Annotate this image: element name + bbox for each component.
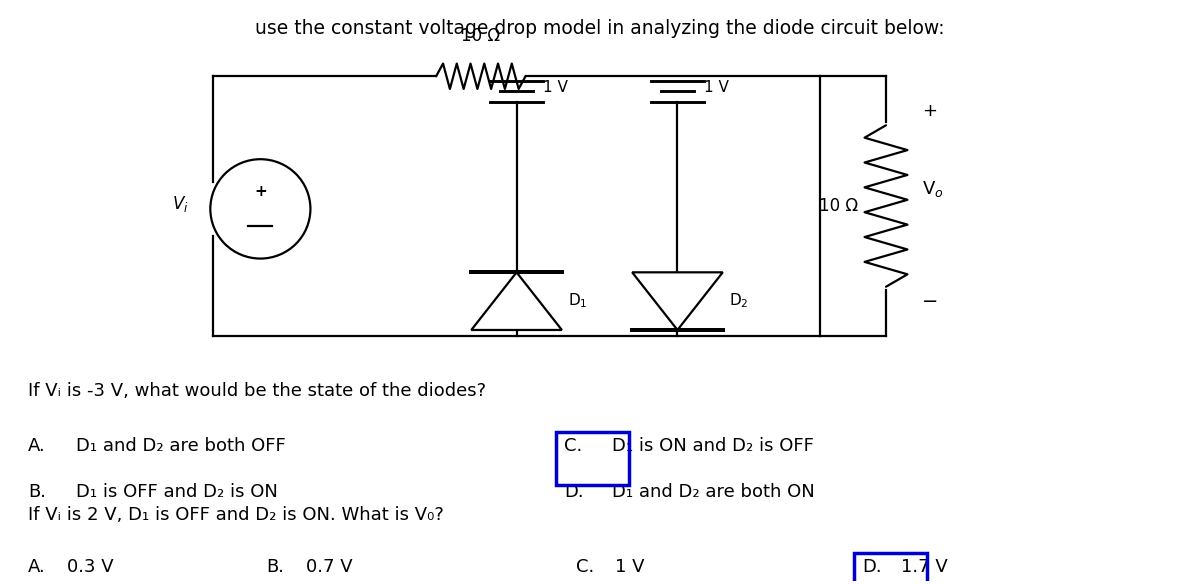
Text: A.: A. (28, 436, 46, 455)
Text: use the constant voltage drop model in analyzing the diode circuit below:: use the constant voltage drop model in a… (256, 19, 944, 37)
Text: D$_1$: D$_1$ (568, 292, 588, 311)
Text: C.: C. (576, 558, 594, 576)
Polygon shape (472, 272, 562, 330)
Text: 1 V: 1 V (703, 80, 728, 95)
Text: D₁ and D₂ are both OFF: D₁ and D₂ are both OFF (76, 436, 286, 455)
Text: D.: D. (564, 483, 584, 501)
Text: D₁ and D₂ are both ON: D₁ and D₂ are both ON (612, 483, 815, 501)
Text: +: + (922, 102, 937, 120)
Text: 10 Ω: 10 Ω (820, 197, 858, 215)
Text: If Vᵢ is 2 V, D₁ is OFF and D₂ is ON. What is V₀?: If Vᵢ is 2 V, D₁ is OFF and D₂ is ON. Wh… (28, 506, 444, 524)
Text: −: − (922, 292, 938, 311)
Text: 0.7 V: 0.7 V (306, 558, 353, 576)
Text: If Vᵢ is -3 V, what would be the state of the diodes?: If Vᵢ is -3 V, what would be the state o… (28, 382, 486, 400)
Polygon shape (632, 272, 722, 330)
Text: B.: B. (266, 558, 284, 576)
Text: 0.3 V: 0.3 V (67, 558, 114, 576)
Text: +: + (254, 184, 266, 199)
Text: D₁ is ON and D₂ is OFF: D₁ is ON and D₂ is OFF (612, 436, 814, 455)
Text: 1 V: 1 V (542, 80, 568, 95)
Text: D$_2$: D$_2$ (728, 292, 749, 311)
Text: V$_o$: V$_o$ (922, 178, 943, 199)
Text: V$_i$: V$_i$ (172, 194, 188, 214)
Text: B.: B. (28, 483, 46, 501)
Text: A.: A. (28, 558, 46, 576)
Text: 1.7 V: 1.7 V (901, 558, 948, 576)
Text: C.: C. (564, 436, 582, 455)
Text: 1 V: 1 V (616, 558, 644, 576)
Text: D₁ is OFF and D₂ is ON: D₁ is OFF and D₂ is ON (76, 483, 277, 501)
Text: 10 Ω: 10 Ω (461, 26, 500, 44)
Text: D.: D. (862, 558, 882, 576)
